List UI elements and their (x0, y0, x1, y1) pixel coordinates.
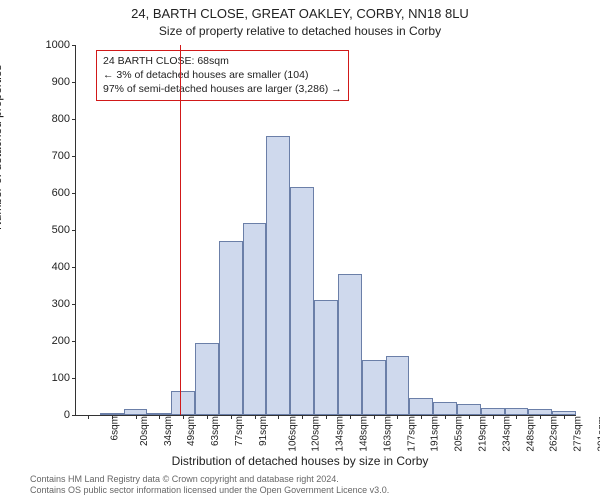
y-tick-label: 500 (40, 224, 70, 236)
histogram-bar (386, 356, 410, 415)
x-tick-mark (374, 415, 375, 419)
x-axis-label: Distribution of detached houses by size … (0, 454, 600, 468)
y-tick-label: 400 (40, 261, 70, 273)
chart-title-line2: Size of property relative to detached ho… (0, 24, 600, 38)
x-tick-mark (421, 415, 422, 419)
histogram-bar (219, 241, 243, 415)
x-tick-mark (183, 415, 184, 419)
x-tick-label: 277sqm (573, 416, 584, 452)
x-tick-label: 120sqm (311, 416, 322, 452)
x-tick-label: 20sqm (139, 416, 150, 446)
histogram-bar (409, 398, 433, 415)
y-tick-label: 300 (40, 298, 70, 310)
y-tick-mark (72, 45, 76, 46)
y-tick-mark (72, 156, 76, 157)
y-tick-mark (72, 415, 76, 416)
histogram-bar (362, 360, 386, 416)
footer-line-2: Contains OS public sector information li… (30, 485, 389, 496)
histogram-bar (195, 343, 219, 415)
x-tick-label: 91sqm (258, 416, 269, 446)
y-tick-label: 100 (40, 372, 70, 384)
reference-info-box: 24 BARTH CLOSE: 68sqm ← 3% of detached h… (96, 50, 349, 101)
x-tick-mark (207, 415, 208, 419)
x-tick-mark (231, 415, 232, 419)
x-tick-label: 163sqm (382, 416, 393, 452)
y-tick-mark (72, 82, 76, 83)
histogram-bar (243, 223, 267, 415)
y-tick-mark (72, 267, 76, 268)
chart-title-line1: 24, BARTH CLOSE, GREAT OAKLEY, CORBY, NN… (0, 6, 600, 21)
histogram-bar (338, 274, 362, 415)
y-tick-mark (72, 341, 76, 342)
x-tick-label: 77sqm (234, 416, 245, 446)
histogram-bar (266, 136, 290, 415)
x-tick-label: 177sqm (406, 416, 417, 452)
y-tick-mark (72, 378, 76, 379)
x-tick-mark (278, 415, 279, 419)
x-tick-mark (136, 415, 137, 419)
histogram-bar (171, 391, 195, 415)
x-tick-mark (516, 415, 517, 419)
x-tick-mark (397, 415, 398, 419)
y-axis-label: Number of detached properties (0, 65, 4, 230)
histogram-bar (505, 408, 529, 415)
y-tick-mark (72, 193, 76, 194)
x-tick-mark (564, 415, 565, 419)
y-tick-mark (72, 304, 76, 305)
x-tick-mark (469, 415, 470, 419)
histogram-bar (433, 402, 457, 415)
x-tick-label: 148sqm (359, 416, 370, 452)
info-line-3: 97% of semi-detached houses are larger (… (103, 82, 342, 96)
info-line-2: ← 3% of detached houses are smaller (104… (103, 68, 342, 82)
x-tick-label: 191sqm (430, 416, 441, 452)
histogram-bar (481, 408, 505, 415)
x-tick-mark (445, 415, 446, 419)
y-tick-mark (72, 119, 76, 120)
y-tick-label: 800 (40, 113, 70, 125)
x-tick-mark (540, 415, 541, 419)
x-tick-label: 205sqm (454, 416, 465, 452)
histogram-bar (290, 187, 314, 415)
x-tick-mark (112, 415, 113, 419)
y-tick-label: 700 (40, 150, 70, 162)
x-tick-label: 63sqm (210, 416, 221, 446)
y-tick-mark (72, 230, 76, 231)
y-tick-label: 600 (40, 187, 70, 199)
histogram-bar (314, 300, 338, 415)
x-tick-mark (255, 415, 256, 419)
footer-attribution: Contains HM Land Registry data © Crown c… (30, 474, 389, 497)
x-tick-label: 106sqm (287, 416, 298, 452)
x-tick-mark (493, 415, 494, 419)
x-tick-mark (326, 415, 327, 419)
y-tick-label: 1000 (40, 39, 70, 51)
histogram-bar (457, 404, 481, 415)
x-tick-label: 49sqm (186, 416, 197, 446)
footer-line-1: Contains HM Land Registry data © Crown c… (30, 474, 389, 485)
x-tick-label: 6sqm (109, 416, 120, 440)
y-tick-label: 900 (40, 76, 70, 88)
reference-line (180, 45, 181, 415)
x-tick-mark (159, 415, 160, 419)
x-tick-label: 34sqm (163, 416, 174, 446)
x-tick-label: 248sqm (525, 416, 536, 452)
x-tick-label: 234sqm (501, 416, 512, 452)
x-tick-mark (350, 415, 351, 419)
y-tick-label: 200 (40, 335, 70, 347)
info-line-1: 24 BARTH CLOSE: 68sqm (103, 54, 342, 68)
x-tick-label: 219sqm (478, 416, 489, 452)
histogram-plot-area: 24 BARTH CLOSE: 68sqm ← 3% of detached h… (75, 45, 576, 416)
y-tick-label: 0 (40, 409, 70, 421)
x-tick-mark (302, 415, 303, 419)
x-tick-label: 134sqm (335, 416, 346, 452)
x-tick-mark (88, 415, 89, 419)
x-tick-label: 262sqm (549, 416, 560, 452)
